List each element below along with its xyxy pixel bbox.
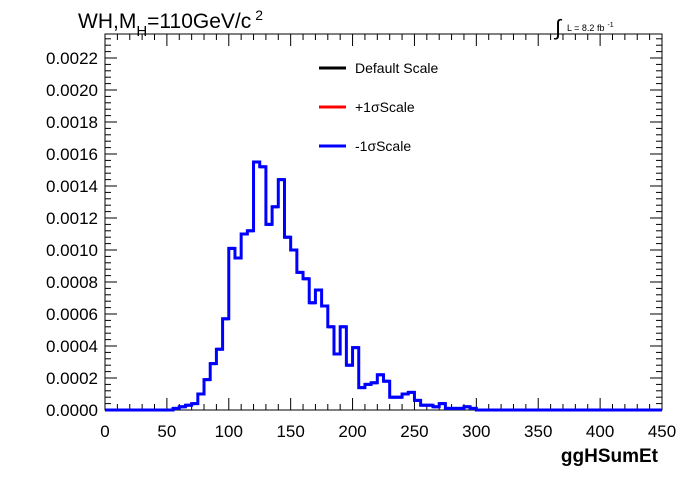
chart-title: WH,MH=110GeV/c 2 xyxy=(78,7,263,40)
lumi-integral-sign: ∫ xyxy=(553,15,563,40)
y-tick-label: 0.0006 xyxy=(46,305,98,324)
legend-label-plus1sigma: +1σScale xyxy=(355,99,415,115)
lumi-annotation: L = 8.2 fb -1 xyxy=(567,22,614,33)
y-tick-label: 0.0004 xyxy=(46,337,98,356)
x-axis: 0 50 100 150 200 250 300 350 400 450 xyxy=(100,34,676,441)
x-tick-label: 350 xyxy=(524,422,552,441)
y-axis: 0.0000 0.0002 0.0004 0.0006 0.0008 0.0010 0.00… xyxy=(46,38,662,420)
y-tick-label: 0.0022 xyxy=(46,49,98,68)
plot-frame xyxy=(104,33,663,411)
x-tick-label: 100 xyxy=(215,422,243,441)
x-tick-label: 150 xyxy=(276,422,304,441)
x-axis-title: ggHSumEt xyxy=(561,446,659,467)
y-tick-label: 0.0014 xyxy=(46,177,98,196)
x-tick-label: 400 xyxy=(586,422,614,441)
legend: Default Scale +1σScale -1σScale xyxy=(319,60,438,154)
x-tick-label: 50 xyxy=(157,422,176,441)
x-tick-label: 200 xyxy=(338,422,366,441)
y-tick-label: 0.0008 xyxy=(46,273,98,292)
y-tick-label: 0.0010 xyxy=(46,241,98,260)
x-tick-label: 250 xyxy=(400,422,428,441)
y-tick-label: 0.0012 xyxy=(46,209,98,228)
y-tick-label: 0.0016 xyxy=(46,145,98,164)
y-tick-label: 0.0018 xyxy=(46,113,98,132)
y-tick-label: 0.0020 xyxy=(46,81,98,100)
legend-label-default: Default Scale xyxy=(355,60,438,76)
y-tick-label: 0.0000 xyxy=(46,401,98,420)
y-tick-label: 0.0002 xyxy=(46,369,98,388)
x-tick-label: 0 xyxy=(100,422,109,441)
series-layer xyxy=(105,160,662,412)
x-tick-label: 300 xyxy=(462,422,490,441)
legend-label-minus1sigma: -1σScale xyxy=(355,138,411,154)
x-tick-label: 450 xyxy=(648,422,676,441)
